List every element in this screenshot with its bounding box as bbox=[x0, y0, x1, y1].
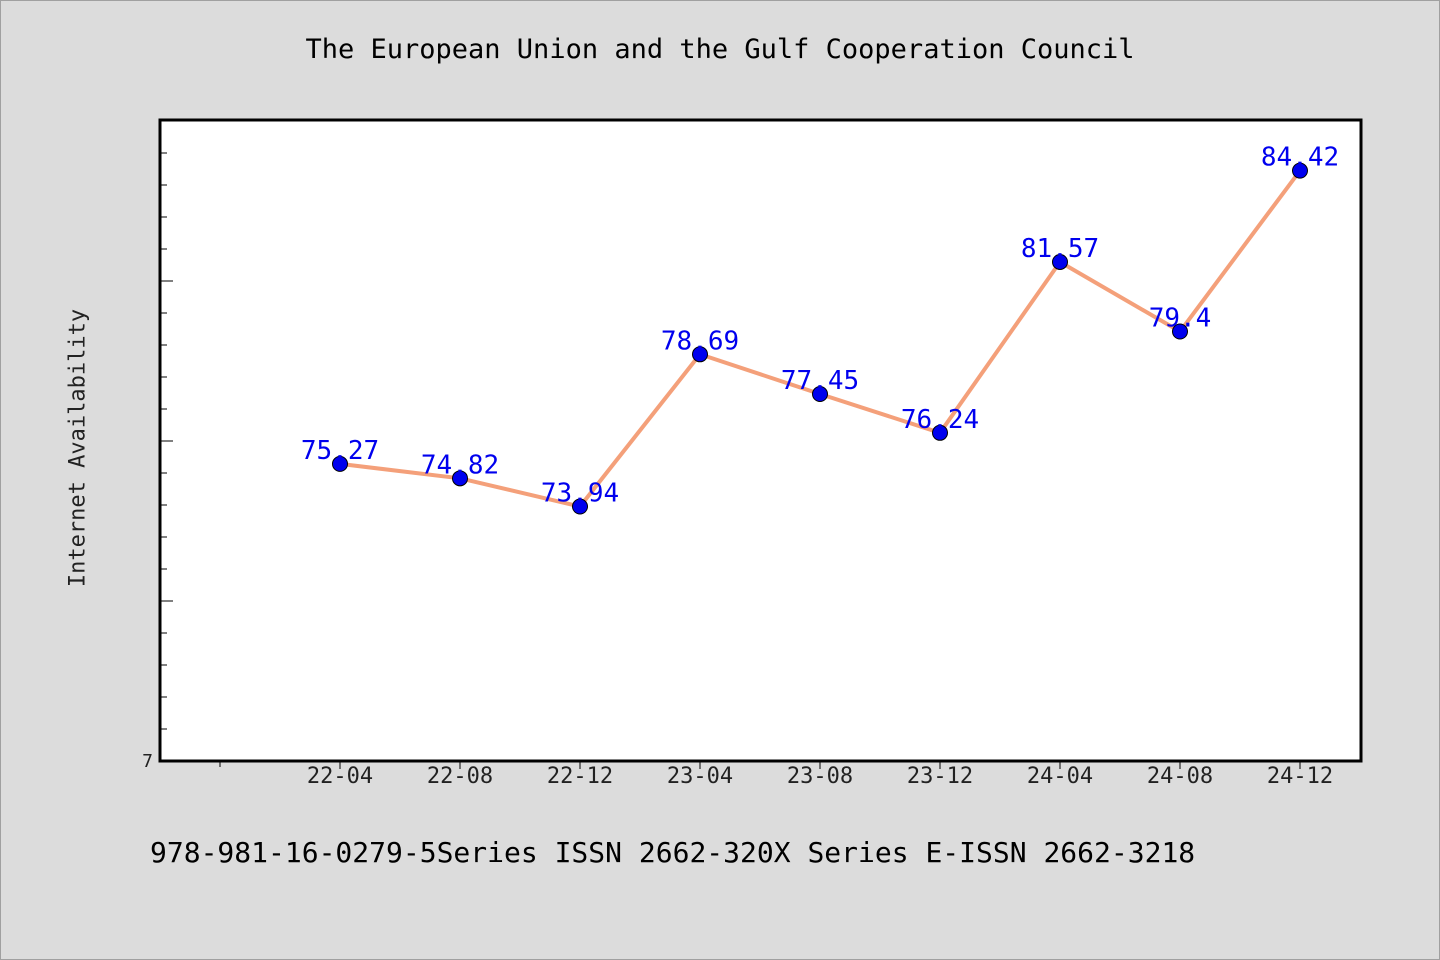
y-axis-ticks bbox=[160, 152, 173, 762]
x-tick-label: 22-12 bbox=[547, 764, 613, 789]
data-label: 73.94 bbox=[541, 479, 619, 509]
data-point bbox=[812, 386, 828, 403]
data-label: 75.27 bbox=[301, 436, 379, 466]
x-tick-label: 23-04 bbox=[667, 764, 733, 789]
y-tick-label-group: 7 bbox=[142, 751, 153, 772]
y-tick-label: 7 bbox=[142, 751, 153, 772]
data-label: 81.57 bbox=[1021, 234, 1099, 264]
data-point bbox=[692, 346, 708, 363]
x-tick-label: 24-12 bbox=[1267, 764, 1333, 789]
data-label: 74.82 bbox=[421, 450, 499, 480]
chart-title: The European Union and the Gulf Cooperat… bbox=[305, 34, 1135, 65]
data-label-group: 75.27 74.82 73.94 78.69 77.45 76.24 81.57 79.4 8… bbox=[301, 143, 1339, 509]
data-point bbox=[1172, 323, 1188, 340]
x-tick-label: 24-08 bbox=[1147, 764, 1213, 789]
data-label: 77.45 bbox=[781, 366, 859, 396]
x-tick-label: 24-04 bbox=[1027, 764, 1093, 789]
footer-isbn-text: 978-981-16-0279-5Series ISSN 2662-320X S… bbox=[150, 836, 1196, 869]
data-point bbox=[932, 424, 948, 441]
data-point-group bbox=[332, 162, 1308, 515]
data-label: 84.42 bbox=[1261, 143, 1339, 173]
data-point bbox=[572, 498, 588, 515]
data-point bbox=[1052, 253, 1068, 270]
data-point bbox=[1292, 162, 1308, 179]
x-tick-label: 22-04 bbox=[307, 764, 373, 789]
data-point bbox=[452, 470, 468, 487]
x-tick-label: 22-08 bbox=[427, 764, 493, 789]
x-axis-ticks: 22-04 22-08 22-12 23-04 23-08 23-12 24-04 24-08… bbox=[219, 761, 1333, 789]
plot-area bbox=[158, 118, 1363, 763]
data-label: 78.69 bbox=[661, 326, 739, 356]
data-point bbox=[332, 455, 348, 472]
x-tick-label: 23-12 bbox=[907, 764, 973, 789]
data-label: 79.4 bbox=[1149, 304, 1212, 334]
data-label: 76.24 bbox=[901, 405, 979, 435]
x-tick-label: 23-08 bbox=[787, 764, 853, 789]
